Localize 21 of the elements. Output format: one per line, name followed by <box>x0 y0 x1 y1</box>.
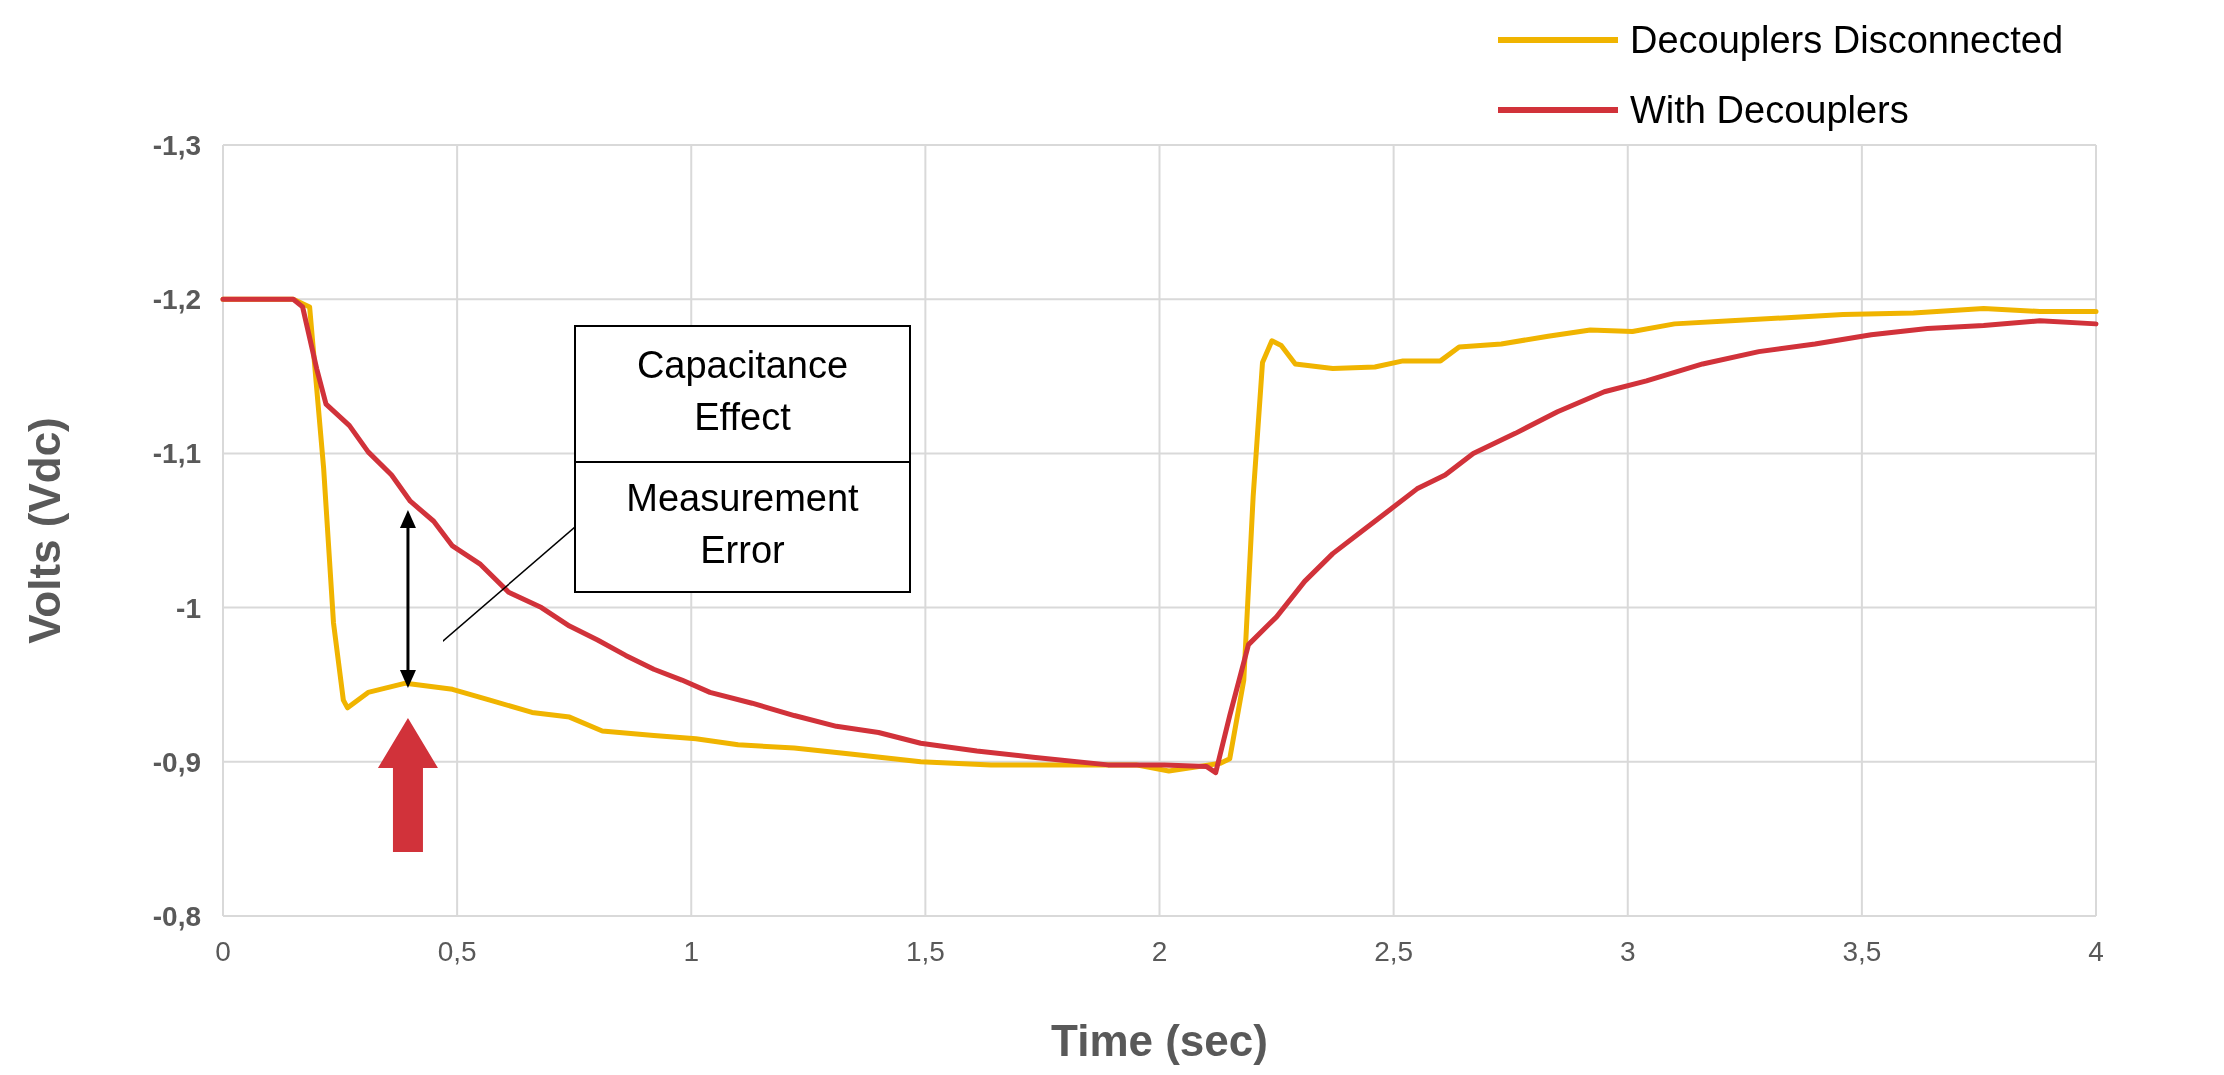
x-tick-label: 3,5 <box>1842 936 1882 967</box>
y-tick-label: -1 <box>176 592 201 624</box>
y-tick-label: -1,3 <box>152 130 201 161</box>
legend-label: Decouplers Disconnected <box>1630 19 2064 61</box>
y-tick-label: -1,2 <box>152 284 201 316</box>
x-tick-label: 2 <box>1151 936 1168 967</box>
y-tick-label: -0,9 <box>152 746 201 778</box>
x-tick-label: 4 <box>2088 936 2104 967</box>
annotation: Measurement Error <box>626 477 860 571</box>
x-axis-title: Time (sec) <box>1051 1016 1268 1065</box>
x-tick-label: 3 <box>1619 936 1636 967</box>
x-tick-label: 2,5 <box>1374 936 1414 967</box>
legend-label: With Decouplers <box>1630 89 1909 131</box>
x-tick-label: 1 <box>683 936 700 967</box>
y-tick-label: -1,1 <box>152 438 201 470</box>
x-tick-label: 0,5 <box>437 936 477 967</box>
annotation: Capacitance Effect <box>636 344 849 438</box>
x-tick-label: 1,5 <box>905 936 945 967</box>
y-tick-label: -0,8 <box>152 901 201 932</box>
y-axis-title: Volts (Vdc) <box>20 417 69 644</box>
x-tick-label: 0 <box>215 936 231 967</box>
